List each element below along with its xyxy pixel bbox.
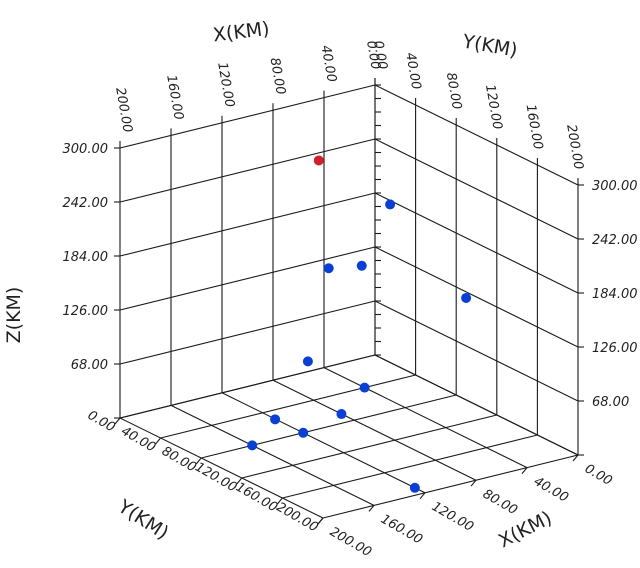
y-tick-bottom <box>114 417 121 425</box>
grid-lines <box>119 84 579 519</box>
z-tick-label-left: 300.00 <box>63 142 109 157</box>
data-point <box>385 199 396 210</box>
y-tick-label-top: 0.00 <box>363 40 383 71</box>
wall-grid-line <box>119 84 376 149</box>
y-tick-label-top: 40.00 <box>402 51 423 90</box>
z-tick-label-right: 184.00 <box>592 287 638 302</box>
wall-grid-line <box>119 192 376 257</box>
y-tick-bottom <box>276 497 283 505</box>
wall-grid-line <box>374 84 579 186</box>
data-point <box>356 260 367 271</box>
y-tick-label-top: 160.00 <box>523 103 546 150</box>
x-tick-label-bottom: 120.00 <box>429 499 476 535</box>
data-point <box>298 427 309 438</box>
floor-grid-line <box>160 374 416 439</box>
wall-grid-line <box>374 354 579 456</box>
data-point <box>409 482 420 493</box>
y-tick-label-bottom: 0.00 <box>85 408 118 435</box>
x-tick-label-top: 160.00 <box>163 74 186 121</box>
floor-grid-line <box>323 367 528 469</box>
floor-grid-line <box>241 414 497 479</box>
floor-grid-line <box>322 454 579 519</box>
wall-grid-line <box>119 300 376 365</box>
data-point <box>336 409 347 420</box>
tick-marks <box>114 78 584 525</box>
z-tick-label-left: 126.00 <box>63 304 109 319</box>
x-tick-bottom <box>521 467 528 474</box>
x-tick-label-top: 200.00 <box>112 86 135 133</box>
wall-grid-line <box>374 246 579 348</box>
data-point <box>270 414 281 425</box>
x-tick-label-top: 0.00 <box>370 40 390 71</box>
x-tick-label-bottom: 0.00 <box>582 461 615 488</box>
data-point <box>302 356 313 367</box>
x-tick-bottom <box>470 479 477 487</box>
y-tick-bottom <box>236 477 243 485</box>
x-tick-label-bottom: 40.00 <box>531 474 571 506</box>
data-point <box>247 440 258 451</box>
y-axis-title-bottom: Y(KM) <box>113 495 172 544</box>
x-tick-label-bottom: 160.00 <box>378 512 425 548</box>
data-point <box>323 263 334 274</box>
y-tick-bottom <box>317 517 324 525</box>
z-tick-label-right: 126.00 <box>592 341 638 356</box>
y-tick-label-top: 120.00 <box>482 83 505 130</box>
floor-grid-line <box>282 434 538 499</box>
data-point <box>461 292 472 303</box>
floor-grid-line <box>170 404 375 506</box>
wall-grid-line <box>119 354 376 419</box>
y-axis-title-top: Y(KM) <box>460 30 519 61</box>
z-tick-label-right: 68.00 <box>592 395 629 410</box>
x-tick-bottom <box>368 505 375 512</box>
x-axis-title-bottom: X(KM) <box>495 507 556 552</box>
wall-grid-line <box>374 138 579 240</box>
wall-grid-line <box>119 246 376 311</box>
y-tick-bottom <box>155 437 162 445</box>
data-points <box>247 155 472 493</box>
data-point <box>359 382 370 393</box>
data-point <box>313 155 324 166</box>
x-axis-title-top: X(KM) <box>212 18 271 47</box>
x-tick-bottom <box>572 454 579 462</box>
x-tick-label-top: 40.00 <box>318 44 339 83</box>
z-tick-label-left: 68.00 <box>71 358 108 373</box>
floor-grid-line <box>201 394 457 459</box>
y-tick-label-top: 80.00 <box>443 71 464 110</box>
x-tick-label-top: 80.00 <box>267 57 288 96</box>
floor-grid-line <box>221 392 426 494</box>
y-tick-label-bottom: 40.00 <box>118 424 158 456</box>
y-tick-bottom <box>195 457 202 465</box>
x-tick-label-top: 120.00 <box>214 61 237 108</box>
z-tick-label-left: 184.00 <box>63 250 109 265</box>
x-tick-label-bottom: 80.00 <box>480 487 520 519</box>
z-tick-label-right: 242.00 <box>592 233 638 248</box>
x-tick-label-bottom: 200.00 <box>327 524 374 560</box>
z-axis-title: Z(KM) <box>3 287 25 344</box>
wall-grid-line <box>119 138 376 203</box>
z-tick-label-right: 300.00 <box>592 179 638 194</box>
wall-grid-line <box>374 192 579 294</box>
wall-grid-line <box>374 300 579 402</box>
y-tick-label-top: 200.00 <box>563 123 586 170</box>
z-tick-label-left: 242.00 <box>63 196 109 211</box>
floor-grid-line <box>119 417 324 519</box>
floor-grid-line <box>272 379 477 481</box>
x-tick-bottom <box>419 492 426 500</box>
